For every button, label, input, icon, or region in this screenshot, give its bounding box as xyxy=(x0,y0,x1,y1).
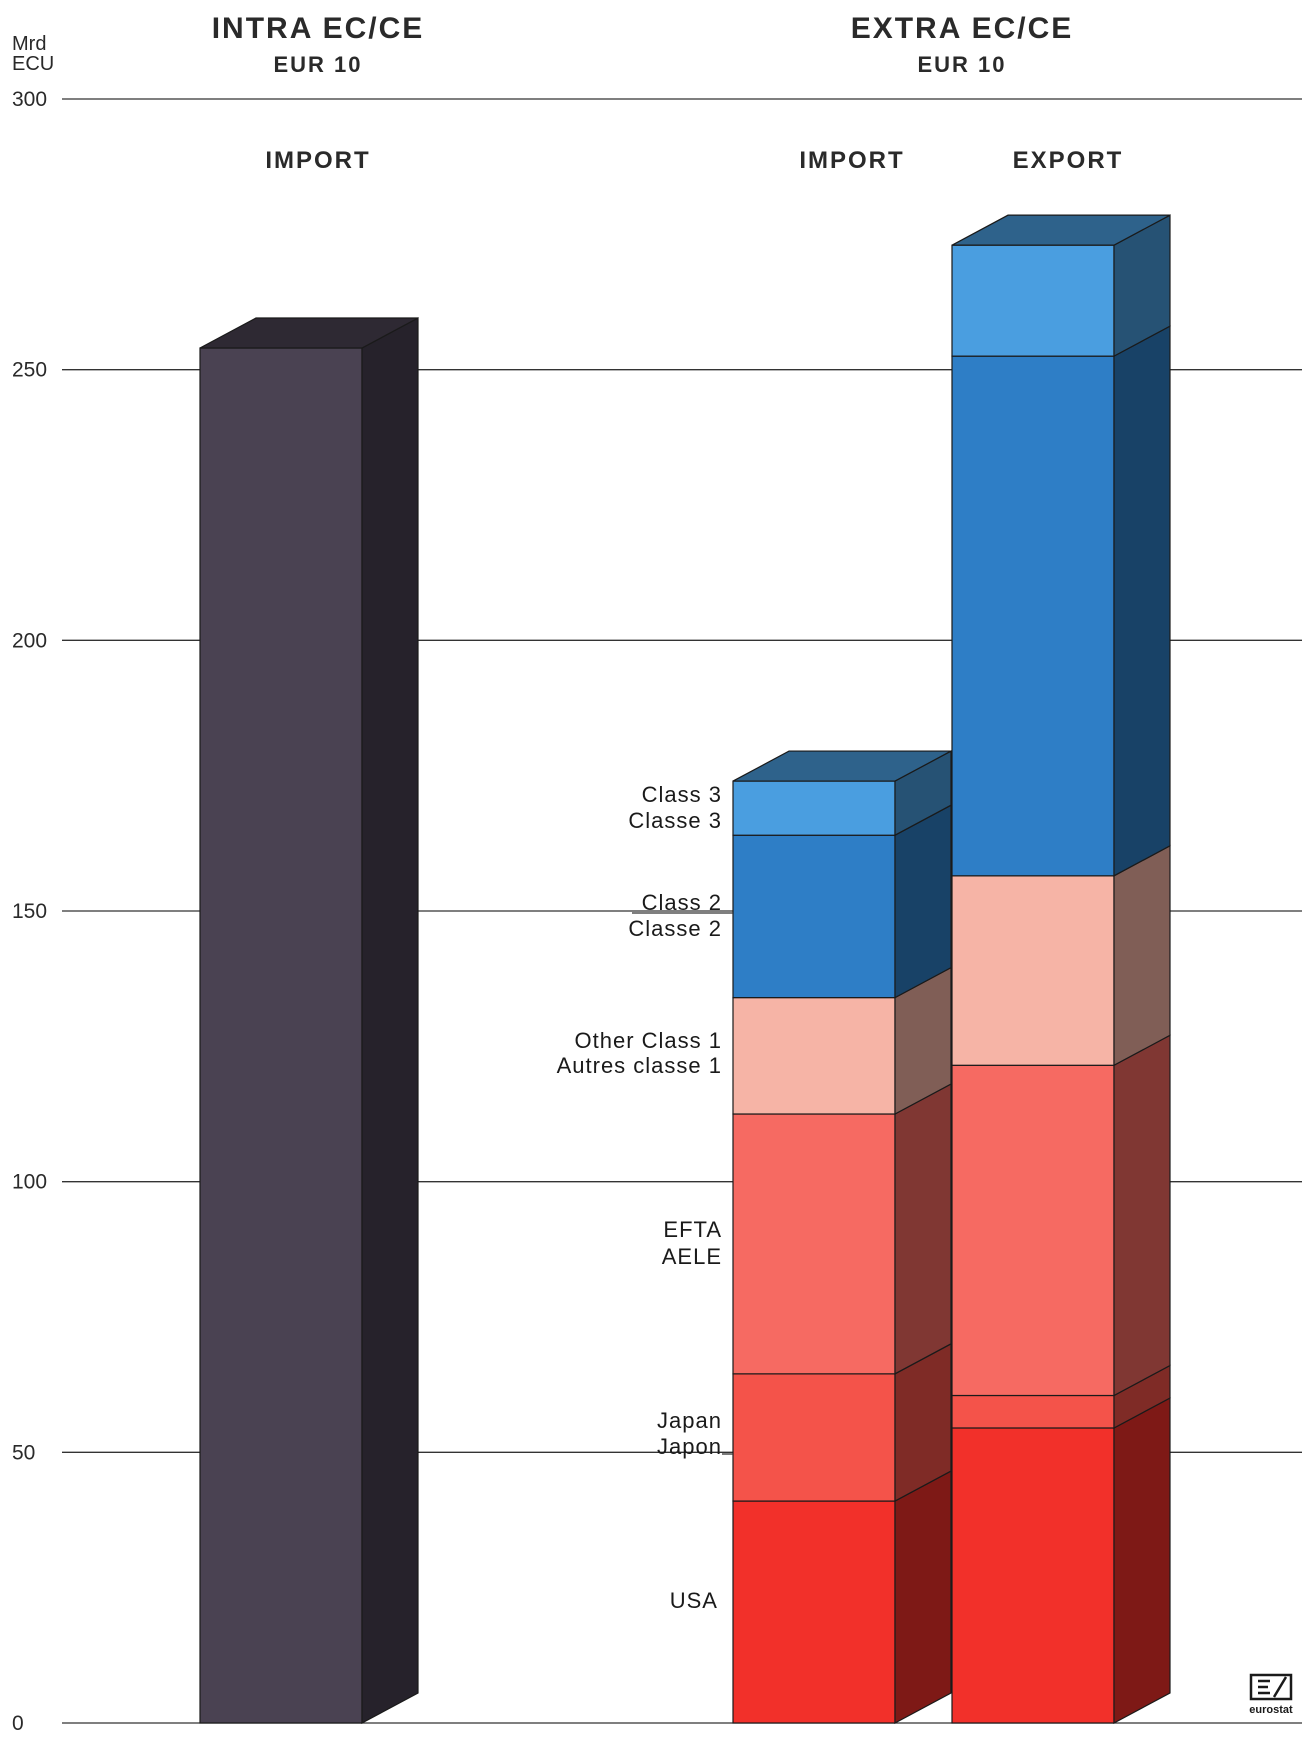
bar-side-extra-import-usa xyxy=(894,1470,952,1725)
bars xyxy=(199,214,1171,1725)
logo-frame xyxy=(1249,1673,1293,1701)
logo-stroke-4 xyxy=(1272,1676,1288,1698)
bar-extra-import-japan xyxy=(732,1373,896,1502)
bar-extra-import-class-2 xyxy=(732,834,896,999)
extra-subtitle: EUR 10 xyxy=(917,52,1006,77)
y-axis-ticks: 0 50 100 150 200 250 300 xyxy=(12,88,47,1735)
extra-title: EXTRA EC/CE xyxy=(851,12,1074,45)
bar-side-intra-import-intra-ec-ce xyxy=(361,317,419,1725)
eurostat-logo: eurostat xyxy=(1249,1673,1293,1716)
y-tick-150: 150 xyxy=(12,900,47,923)
bar-extra-export-other-class-1 xyxy=(951,875,1115,1066)
bar-side-extra-import-class-2 xyxy=(894,804,952,999)
bar-extra-import-efta xyxy=(732,1113,896,1375)
bar-side-extra-export-other-class-1 xyxy=(1113,844,1171,1067)
bar-extra-export-japan xyxy=(951,1394,1115,1429)
segment-labels: Class 3 Classe 3 Class 2 Classe 2 Other … xyxy=(557,782,723,1613)
y-tick-50: 50 xyxy=(12,1441,35,1464)
y-tick-100: 100 xyxy=(12,1171,47,1194)
logo-text: eurostat xyxy=(1249,1704,1293,1716)
y-tick-300: 300 xyxy=(12,88,47,111)
bar-extra-import-other-class-1 xyxy=(732,997,896,1115)
bar-extra-import-usa xyxy=(732,1500,896,1724)
bar-top-extra-import xyxy=(732,750,952,782)
bar-top-intra-import xyxy=(199,317,419,349)
label-class3-en: Class 3 xyxy=(642,782,722,807)
label-class2-en: Class 2 xyxy=(642,890,722,915)
label-other1-fr: Autres classe 1 xyxy=(557,1053,722,1078)
intra-title: INTRA EC/CE xyxy=(212,12,425,45)
bar-extra-import-class-3 xyxy=(732,780,896,836)
intra-import-label: IMPORT xyxy=(265,147,370,174)
bar-extra-export-efta xyxy=(951,1064,1115,1397)
label-usa: USA xyxy=(670,1588,718,1613)
extra-export-label: EXPORT xyxy=(1013,147,1124,174)
label-japan-en: Japan xyxy=(657,1408,722,1433)
y-tick-250: 250 xyxy=(12,359,47,382)
unit-label-line1: Mrd xyxy=(12,33,46,55)
bar-side-extra-export-class-2 xyxy=(1113,325,1171,877)
bar-extra-export-class-2 xyxy=(951,355,1115,877)
bar-extra-export-usa xyxy=(951,1427,1115,1724)
label-class2-fr: Classe 2 xyxy=(628,916,722,941)
bar-side-extra-import-efta xyxy=(894,1082,952,1375)
bar-extra-export-class-3 xyxy=(951,244,1115,357)
label-class3-fr: Classe 3 xyxy=(628,808,722,833)
intra-subtitle: EUR 10 xyxy=(273,52,362,77)
label-japan-fr: Japon xyxy=(657,1434,722,1459)
bar-intra-import-intra-ec-ce xyxy=(199,347,363,1724)
label-efta-en: EFTA xyxy=(663,1217,722,1242)
label-efta-fr: AELE xyxy=(662,1244,722,1269)
extra-import-label: IMPORT xyxy=(799,147,904,174)
bar-side-extra-export-usa xyxy=(1113,1396,1171,1725)
y-tick-0: 0 xyxy=(12,1712,24,1735)
y-tick-200: 200 xyxy=(12,629,47,652)
bar-side-extra-export-efta xyxy=(1113,1034,1171,1397)
unit-label-line2: ECU xyxy=(12,53,54,75)
label-other1-en: Other Class 1 xyxy=(575,1028,723,1053)
bar-top-extra-export xyxy=(951,214,1171,246)
